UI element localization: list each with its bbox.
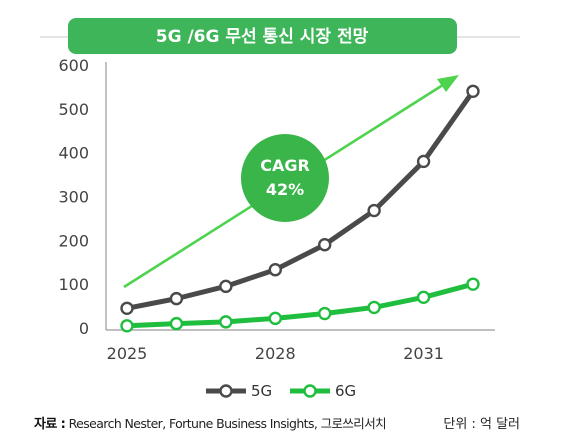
legend-6g-label: 6G bbox=[335, 382, 356, 400]
legend-6g-marker bbox=[303, 384, 317, 398]
data-point-5g bbox=[120, 301, 134, 315]
x-axis-ticks: 2025 2028 2031 bbox=[107, 344, 444, 363]
data-point-6g bbox=[367, 300, 381, 315]
y-axis-ticks: 0 100 200 300 400 500 600 bbox=[58, 56, 89, 338]
data-point-6g bbox=[318, 306, 332, 321]
y-tick-label: 200 bbox=[58, 231, 89, 250]
y-tick-label: 500 bbox=[58, 100, 89, 119]
x-tick-label: 2028 bbox=[255, 344, 296, 363]
title-banner bbox=[68, 18, 457, 54]
cagr-label: CAGR bbox=[260, 156, 310, 175]
data-point-5g bbox=[169, 291, 184, 306]
x-tick-label: 2031 bbox=[403, 344, 444, 363]
series-line-5g bbox=[126, 89, 476, 311]
source-text: Research Nester, Fortune Business Insigh… bbox=[65, 416, 386, 431]
source-label: 자료 : bbox=[34, 417, 65, 432]
x-tick-label: 2025 bbox=[107, 344, 148, 363]
legend-5g-marker bbox=[219, 384, 233, 398]
cagr-badge bbox=[241, 134, 329, 222]
legend-5g-label: 5G bbox=[251, 382, 272, 400]
y-tick-label: 600 bbox=[58, 56, 89, 75]
data-point-5g bbox=[466, 84, 480, 99]
chart-title: 5G /6G 무선 통신 시장 전망 bbox=[156, 27, 369, 47]
data-point-6g bbox=[219, 315, 233, 329]
data-point-6g bbox=[466, 277, 480, 291]
data-point-6g bbox=[169, 316, 184, 331]
y-tick-label: 400 bbox=[58, 144, 89, 163]
data-point-5g bbox=[268, 263, 282, 277]
y-tick-label: 300 bbox=[58, 188, 89, 207]
series-line-6g bbox=[126, 281, 474, 329]
arrow-head-icon bbox=[437, 75, 459, 92]
y-tick-label: 0 bbox=[79, 319, 89, 338]
y-tick-label: 100 bbox=[58, 275, 89, 294]
legend: 5G 6G bbox=[206, 382, 356, 400]
unit-note: 단위 : 억 달러 bbox=[443, 417, 520, 432]
data-point-6g bbox=[268, 311, 282, 326]
cagr-value: 42% bbox=[266, 180, 304, 199]
data-point-6g bbox=[120, 319, 134, 333]
source-note: 자료 : Research Nester, Fortune Business I… bbox=[34, 416, 386, 432]
data-point-5g bbox=[219, 279, 233, 294]
data-point-5g bbox=[416, 154, 431, 169]
data-point-5g bbox=[367, 203, 381, 218]
series-layer bbox=[120, 84, 480, 333]
data-point-6g bbox=[416, 290, 431, 305]
data-point-5g bbox=[318, 238, 332, 252]
